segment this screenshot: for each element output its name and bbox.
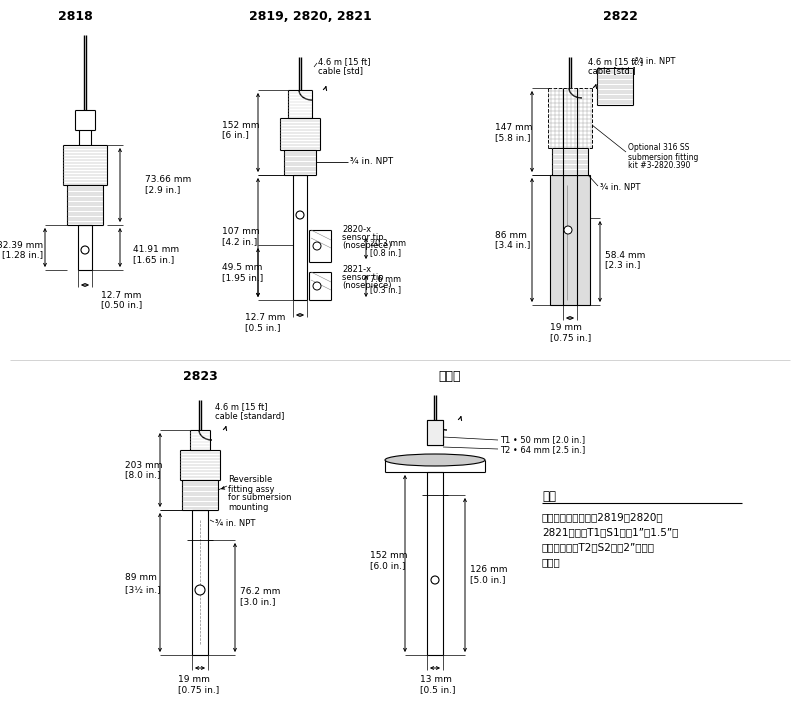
Text: 7.6 mm: 7.6 mm <box>370 276 401 284</box>
Text: 2820-x: 2820-x <box>342 225 371 235</box>
Text: 20.3 mm: 20.3 mm <box>370 238 406 248</box>
Text: [3.4 in.]: [3.4 in.] <box>495 240 530 250</box>
Text: [1.65 in.]: [1.65 in.] <box>133 256 174 264</box>
Text: 32.39 mm: 32.39 mm <box>0 240 43 250</box>
Text: cable [standard]: cable [standard] <box>215 412 284 420</box>
Circle shape <box>313 282 321 290</box>
Text: [0.3 in.]: [0.3 in.] <box>370 285 401 295</box>
Text: 86 mm: 86 mm <box>495 230 527 240</box>
Text: 13 mm: 13 mm <box>420 676 452 684</box>
Text: 107 mm: 107 mm <box>222 227 260 237</box>
Text: [0.5 in.]: [0.5 in.] <box>420 685 455 695</box>
Text: [0.75 in.]: [0.75 in.] <box>550 334 591 342</box>
Text: cable [std]: cable [std] <box>318 66 363 76</box>
Circle shape <box>195 585 205 595</box>
Text: 2821-x: 2821-x <box>342 266 371 274</box>
Text: ¾ in. NPT: ¾ in. NPT <box>600 183 640 193</box>
Circle shape <box>81 246 89 254</box>
Text: 4.6 m [15 ft.]: 4.6 m [15 ft.] <box>588 58 643 66</box>
Text: T2 • 64 mm [2.5 in.]: T2 • 64 mm [2.5 in.] <box>500 445 586 455</box>
Text: 卫生型法兰只适用于2819，2820，: 卫生型法兰只适用于2819，2820， <box>542 512 664 522</box>
Text: 4.6 m [15 ft]: 4.6 m [15 ft] <box>318 58 370 66</box>
Text: 2821电极。T1或S1用于1”或1.5”的: 2821电极。T1或S1用于1”或1.5”的 <box>542 527 678 537</box>
Text: (nosepiece): (nosepiece) <box>342 282 391 290</box>
Text: [3½ in.]: [3½ in.] <box>125 586 161 594</box>
Text: T1 • 50 mm [2.0 in.]: T1 • 50 mm [2.0 in.] <box>500 435 585 445</box>
Text: sensor tip: sensor tip <box>342 274 384 282</box>
Text: [6.0 in.]: [6.0 in.] <box>370 562 406 570</box>
Text: [5.0 in.]: [5.0 in.] <box>470 575 506 585</box>
Text: [0.50 in.]: [0.50 in.] <box>101 300 142 310</box>
Text: mounting: mounting <box>228 503 268 511</box>
Text: 12.7 mm: 12.7 mm <box>245 313 286 323</box>
Text: [2.3 in.]: [2.3 in.] <box>605 261 640 269</box>
Bar <box>427 420 443 445</box>
Text: 2822: 2822 <box>602 11 638 24</box>
Text: [2.9 in.]: [2.9 in.] <box>145 186 180 194</box>
Text: sensor tip: sensor tip <box>342 233 384 243</box>
Text: 49.5 mm: 49.5 mm <box>222 264 262 272</box>
Text: 4.6 m [15 ft]: 4.6 m [15 ft] <box>215 402 267 412</box>
Text: [1.28 in.]: [1.28 in.] <box>2 251 43 259</box>
Text: 89 mm: 89 mm <box>125 573 157 583</box>
Text: submersion fitting: submersion fitting <box>628 152 698 162</box>
Text: 203 mm: 203 mm <box>125 461 162 469</box>
Circle shape <box>564 226 572 234</box>
Text: 19 mm: 19 mm <box>178 676 210 684</box>
Text: ¾ in. NPT: ¾ in. NPT <box>215 518 255 528</box>
Text: [1.95 in.]: [1.95 in.] <box>222 274 263 282</box>
Text: (nosepiece): (nosepiece) <box>342 241 391 251</box>
Bar <box>550 175 590 305</box>
Circle shape <box>313 242 321 250</box>
Text: Optional 316 SS: Optional 316 SS <box>628 144 690 152</box>
Text: 2818: 2818 <box>58 11 92 24</box>
Text: 76.2 mm: 76.2 mm <box>240 588 280 596</box>
Text: 2819, 2820, 2821: 2819, 2820, 2821 <box>249 11 371 24</box>
Text: 或法兰: 或法兰 <box>542 557 561 567</box>
Text: [0.8 in.]: [0.8 in.] <box>370 248 401 258</box>
Text: kit #3-2820.390: kit #3-2820.390 <box>628 162 690 170</box>
Text: 三通或法兰。T2或S2用于2”的三通: 三通或法兰。T2或S2用于2”的三通 <box>542 542 655 552</box>
Text: 12.7 mm: 12.7 mm <box>101 290 142 300</box>
Text: [4.2 in.]: [4.2 in.] <box>222 238 258 246</box>
Text: 2823: 2823 <box>182 370 218 383</box>
Ellipse shape <box>385 454 485 466</box>
Text: fitting assy: fitting assy <box>228 484 274 494</box>
Text: Reversible: Reversible <box>228 476 272 484</box>
Text: 41.91 mm: 41.91 mm <box>133 245 179 254</box>
Text: ¾ in. NPT: ¾ in. NPT <box>350 157 393 167</box>
Text: [8.0 in.]: [8.0 in.] <box>125 471 161 479</box>
Text: for submersion: for submersion <box>228 494 291 503</box>
Text: [3.0 in.]: [3.0 in.] <box>240 598 275 606</box>
Text: 19 mm: 19 mm <box>550 323 582 333</box>
Text: 73.66 mm: 73.66 mm <box>145 175 191 185</box>
Text: 147 mm: 147 mm <box>495 123 533 133</box>
Text: 58.4 mm: 58.4 mm <box>605 251 646 259</box>
Circle shape <box>431 576 439 584</box>
Text: [5.8 in.]: [5.8 in.] <box>495 134 530 142</box>
Text: [0.75 in.]: [0.75 in.] <box>178 685 219 695</box>
Text: [0.5 in.]: [0.5 in.] <box>245 323 281 333</box>
Text: 152 mm: 152 mm <box>222 121 259 129</box>
Text: cable [std.]: cable [std.] <box>588 66 636 76</box>
Text: 卫生型: 卫生型 <box>438 370 462 383</box>
Circle shape <box>296 211 304 219</box>
Text: 注意: 注意 <box>542 490 556 503</box>
Text: 126 mm: 126 mm <box>470 565 507 575</box>
Text: ¾ in. NPT: ¾ in. NPT <box>635 58 675 66</box>
Text: [6 in.]: [6 in.] <box>222 131 249 139</box>
Text: 152 mm: 152 mm <box>370 552 407 560</box>
